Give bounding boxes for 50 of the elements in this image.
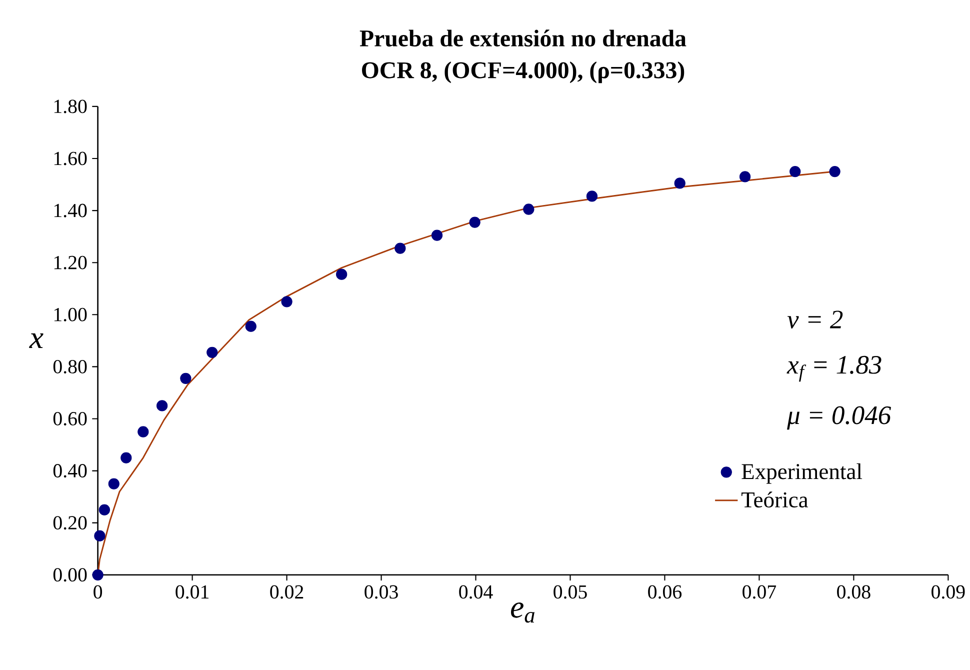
x-tick-label: 0.08 xyxy=(837,585,870,599)
x-tick-label: 0.06 xyxy=(648,585,682,599)
x-tick-label: 0.07 xyxy=(742,585,776,599)
y-tick-label: 0.40 xyxy=(53,464,87,478)
point xyxy=(674,178,686,189)
point xyxy=(206,346,218,358)
y-tick-label: 1.40 xyxy=(54,204,87,218)
y-tick-label: 0.80 xyxy=(53,360,87,374)
point xyxy=(245,320,256,332)
x-tick-label: 0.03 xyxy=(364,585,398,599)
y-tick-label: 1.20 xyxy=(54,256,87,270)
x-tick-label: 0.01 xyxy=(176,585,209,599)
point xyxy=(523,204,534,215)
y-tick-label: 1.60 xyxy=(54,152,87,166)
point xyxy=(98,504,110,516)
annotation: x$_{f}$ = 1.83 xyxy=(786,356,882,382)
point xyxy=(94,530,106,542)
point xyxy=(180,372,192,384)
point xyxy=(469,216,480,228)
y-tick-label: 1.00 xyxy=(54,308,87,322)
point xyxy=(156,400,168,412)
legend-label: Teórica xyxy=(741,492,808,508)
x-tick-label: 0.05 xyxy=(554,585,587,599)
point xyxy=(120,452,132,464)
point xyxy=(790,166,801,178)
x-tick-label: 0.09 xyxy=(932,585,965,599)
point xyxy=(829,166,840,178)
chart-subtitle: OCR 8, (OCF=4.000), (ρ=0.333) xyxy=(362,62,684,84)
y-tick-label: 1.80 xyxy=(54,100,87,114)
point xyxy=(281,296,292,308)
legend-label: Experimental xyxy=(742,463,862,484)
chart-title: Prueba de extensión no drenada xyxy=(360,30,686,47)
x-tick-label: 0 xyxy=(94,585,102,599)
x-tick-label: 0.02 xyxy=(270,585,304,599)
point xyxy=(431,230,443,241)
x-tick-label: 0.04 xyxy=(459,585,493,599)
point xyxy=(138,426,149,438)
annotation: μ = 0.046 xyxy=(787,406,891,430)
x-axis-title: e$_{a}$ xyxy=(511,602,534,623)
point xyxy=(92,569,104,581)
point xyxy=(336,268,348,280)
point xyxy=(586,190,598,202)
point xyxy=(108,478,120,490)
annotation: ν = 2 xyxy=(787,310,843,329)
y-tick-label: 0.60 xyxy=(53,412,87,426)
point xyxy=(739,171,751,182)
y-tick-label: 0.20 xyxy=(53,516,87,530)
y-axis-title: x xyxy=(29,334,44,348)
point xyxy=(394,242,406,254)
y-tick-label: 0.00 xyxy=(53,568,87,582)
